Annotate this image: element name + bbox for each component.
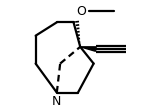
Text: O: O [76, 5, 86, 18]
Polygon shape [80, 47, 96, 51]
Text: N: N [52, 95, 61, 108]
